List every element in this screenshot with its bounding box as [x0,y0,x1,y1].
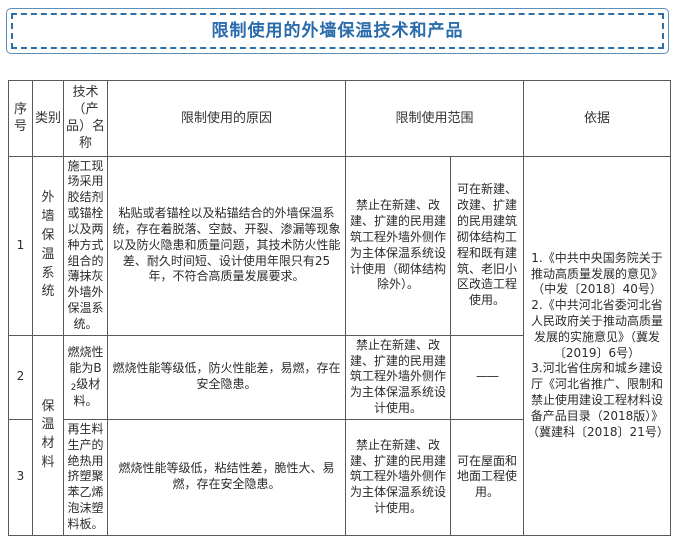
row-3-reason: 燃烧性能等级低，粘结性差，脆性大、易燃，存在安全隐患。 [107,418,346,536]
row-2-seq: 2 [8,334,33,420]
row-1-reason: 粘贴或者锚栓以及粘锚结合的外墙保温系统，存在着脱落、空鼓、开裂、渗漏等现象以及防… [107,155,346,336]
header-category: 类别 [32,80,64,157]
header-scope: 限制使用范围 [344,80,525,157]
row-1-seq: 1 [8,155,33,336]
row-3-seq: 3 [8,418,33,536]
restricted-technologies-table: 序号 类别 技术（产品）名称 限制使用的原因 限制使用范围 依据 1 外墙保温系… [8,80,672,536]
basis-cell: 1.《中共中央国务院关于推动高质量发展的意见》（中发〔2018〕40号） 2.《… [523,155,672,536]
row-2-name-suffix: 级材料。 [73,376,101,408]
header-basis: 依据 [523,80,672,157]
row-2-name: 燃烧性能为B 2级材料。 [63,334,108,420]
row-2-reason: 燃烧性能等级低，防火性能差，易燃，存在安全隐患。 [107,334,346,420]
row-3-name: 再生料生产的绝热用挤塑聚苯乙烯泡沫塑料板。 [63,418,108,536]
row-2-category-text: 保温材料 [41,398,55,471]
table-row: 1 外墙保温系统 施工现场采用胶结剂或锚栓以及两种方式组合的薄抹灰外墙外保温系统… [8,155,672,536]
header-name: 技术（产品）名称 [63,80,108,157]
row-2-name-subscript: 2 [70,382,77,393]
header-reason: 限制使用的原因 [107,80,346,157]
row-1-scope-prohibited: 禁止在新建、改建、扩建的民用建筑工程外墙外侧作为主体保温系统设计使用（砌体结构除… [345,155,451,336]
row-1-category: 外墙保温系统 [32,155,64,336]
table-header-row: 序号 类别 技术（产品）名称 限制使用的原因 限制使用范围 依据 [8,80,672,157]
title-banner-inner: 限制使用的外墙保温技术和产品 [11,13,664,49]
row-3-scope-allowed: 可在屋面和地面工程使用。 [449,418,525,536]
row-2-category: 保温材料 [32,334,64,536]
row-2-scope-allowed: —— [449,334,525,420]
title-banner: 限制使用的外墙保温技术和产品 [6,8,669,54]
row-3-scope-prohibited: 禁止在新建、改建、扩建的民用建筑工程外墙外侧作为主体保温系统设计使用。 [345,418,451,536]
page-title: 限制使用的外墙保温技术和产品 [211,20,464,41]
row-2-name-prefix: 燃烧性能为B [67,344,104,375]
row-1-category-text: 外墙保温系统 [41,190,55,300]
table-row: 3 再生料生产的绝热用挤塑聚苯乙烯泡沫塑料板。 燃烧性能等级低，粘结性差，脆性大… [8,418,671,536]
header-seq: 序号 [8,80,33,157]
row-1-scope-allowed: 可在新建、改建、扩建的民用建筑砌体结构工程和既有建筑、老旧小区改造工程使用。 [449,155,525,336]
row-2-scope-prohibited: 禁止在新建、改建、扩建的民用建筑工程外墙外侧作为主体保温系统设计使用。 [345,334,451,420]
row-1-name: 施工现场采用胶结剂或锚栓以及两种方式组合的薄抹灰外墙外保温系统。 [63,155,108,336]
